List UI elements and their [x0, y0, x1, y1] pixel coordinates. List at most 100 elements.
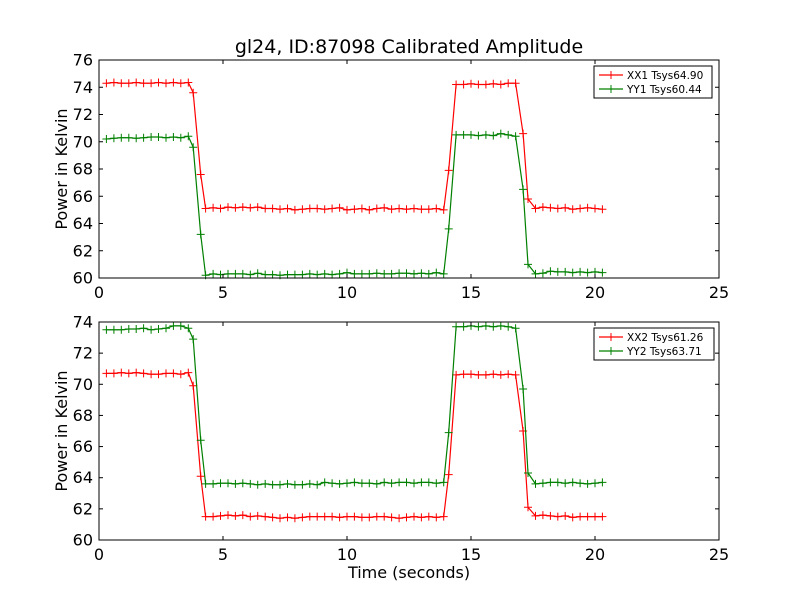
data-point [553, 478, 562, 487]
data-point [147, 133, 156, 141]
data-point [598, 205, 607, 214]
data-point [238, 511, 247, 520]
data-point [283, 270, 292, 279]
data-point [224, 479, 232, 488]
data-point [365, 269, 374, 278]
data-point [124, 369, 133, 378]
data-point [184, 368, 193, 377]
data-point [524, 503, 532, 512]
data-point [298, 205, 307, 214]
x-tick-label: 20 [585, 545, 605, 564]
data-point [481, 80, 490, 89]
data-point [583, 479, 592, 488]
data-point [357, 479, 366, 488]
data-point [511, 370, 520, 379]
data-point [313, 480, 322, 489]
data-point [583, 268, 592, 277]
data-point [335, 269, 344, 278]
legend: XX1 Tsys64.90 YY1 Tsys60.44 [593, 65, 713, 99]
y-tick-label: 62 [73, 499, 93, 518]
data-point [320, 205, 329, 214]
data-point [538, 203, 547, 212]
data-point [132, 134, 141, 143]
data-point [452, 80, 461, 89]
data-point [196, 170, 205, 179]
data-point [162, 79, 170, 88]
data-point [489, 79, 498, 88]
data-point [298, 480, 307, 489]
data-point [268, 480, 277, 489]
data-point [432, 479, 441, 488]
data-point [417, 478, 426, 487]
data-point [568, 513, 577, 522]
data-point [372, 512, 381, 521]
x-tick-label: 5 [218, 545, 228, 564]
data-point [459, 322, 468, 331]
data-point [402, 513, 411, 522]
data-point [432, 513, 441, 522]
y-tick-label: 62 [73, 241, 93, 260]
y-tick-label: 64 [73, 214, 93, 233]
data-point [253, 480, 262, 489]
data-point [452, 322, 461, 331]
data-point [474, 131, 483, 140]
data-point [253, 269, 262, 278]
data-point [147, 79, 156, 88]
data-point [417, 513, 426, 522]
data-point [328, 270, 337, 279]
data-point [439, 512, 448, 521]
data-point [365, 205, 374, 214]
x-tick-label: 0 [94, 283, 104, 302]
data-point [231, 269, 240, 278]
data-point [162, 133, 170, 142]
data-point [231, 479, 240, 488]
data-point [313, 204, 322, 213]
data-point [253, 511, 262, 520]
y-tick-label: 72 [73, 105, 93, 124]
data-point [169, 321, 178, 330]
data-point [474, 322, 483, 331]
data-point [380, 512, 389, 521]
data-point [350, 269, 359, 278]
series-markers-1 [102, 78, 607, 214]
data-point [176, 321, 185, 330]
data-point [504, 79, 513, 88]
data-point [395, 514, 404, 523]
data-point [139, 369, 148, 378]
data-point [154, 133, 163, 141]
data-point [109, 134, 118, 143]
data-point [538, 479, 547, 488]
legend-label: YY2 Tsys63.71 [626, 346, 702, 358]
data-point [209, 269, 218, 278]
data-point [313, 512, 322, 521]
data-point [531, 479, 540, 488]
data-point [387, 513, 396, 522]
data-point [387, 205, 396, 214]
data-point [474, 370, 483, 379]
y-tick-label: 68 [73, 160, 93, 179]
data-point [132, 325, 141, 333]
data-point [196, 230, 205, 239]
top-panel: 0 5 10 15 20 25 60 62 64 66 68 70 72 74 76 Power in Kel… [52, 51, 729, 303]
data-point [511, 324, 520, 333]
series-markers-2 [102, 321, 607, 489]
data-point [124, 79, 133, 88]
bottom-panel: 0 5 10 15 20 25 60 62 64 66 68 70 72 74 Power in Kelvi… [52, 313, 729, 583]
data-point [216, 479, 225, 488]
data-point [283, 479, 292, 488]
data-point [524, 195, 532, 203]
data-point [481, 130, 490, 139]
data-point [387, 479, 396, 488]
legend-box [593, 65, 713, 99]
data-point [320, 512, 329, 521]
data-point [481, 321, 490, 330]
legend-swatch-marker [607, 347, 615, 355]
data-point [576, 204, 585, 213]
data-point [591, 512, 599, 521]
data-point [176, 370, 185, 379]
series-line-1 [106, 81, 603, 211]
data-point [124, 325, 133, 333]
data-point [276, 205, 284, 214]
data-point [117, 133, 126, 142]
data-point [238, 203, 247, 212]
